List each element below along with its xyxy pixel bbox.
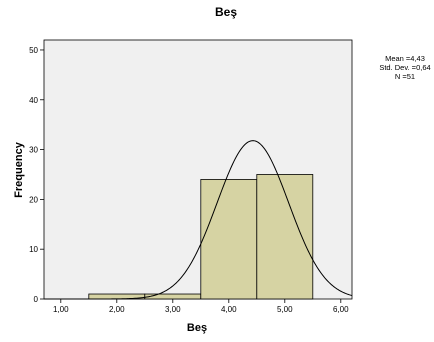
normal-curve: [44, 140, 353, 300]
y-tick-label: 50: [29, 46, 38, 55]
y-tick-label: 20: [29, 195, 38, 204]
statistics-box: Mean =4,43 Std. Dev. =0,64 N =51: [379, 54, 430, 81]
x-tick-label: 6,00: [333, 305, 349, 314]
y-tick-label: 30: [29, 146, 38, 155]
x-axis-title: Beş: [187, 322, 207, 334]
y-tick-label: 0: [34, 295, 39, 304]
y-axis: 0 10 20 30 40 50: [29, 46, 44, 304]
x-tick-label: 4,00: [221, 305, 237, 314]
stat-std-dev: Std. Dev. =0,64: [379, 63, 430, 72]
x-tick-label: 3,00: [165, 305, 181, 314]
stat-n: N =51: [395, 72, 415, 81]
x-axis: 1,00 2,00 3,00 4,00 5,00 6,00: [53, 299, 349, 314]
histogram-bars: [88, 174, 314, 300]
y-tick-label: 10: [29, 245, 38, 254]
y-tick-label: 40: [29, 96, 38, 105]
histogram-bar-2: [144, 293, 202, 300]
x-tick-label: 2,00: [109, 305, 125, 314]
histogram-bar-3: [200, 179, 258, 300]
x-tick-label: 1,00: [53, 305, 69, 314]
histogram-bar-4: [256, 174, 314, 300]
stat-mean: Mean =4,43: [385, 54, 425, 63]
y-axis-title: Frequency: [13, 141, 25, 198]
x-tick-label: 5,00: [277, 305, 293, 314]
chart-title: Beş: [215, 5, 237, 19]
